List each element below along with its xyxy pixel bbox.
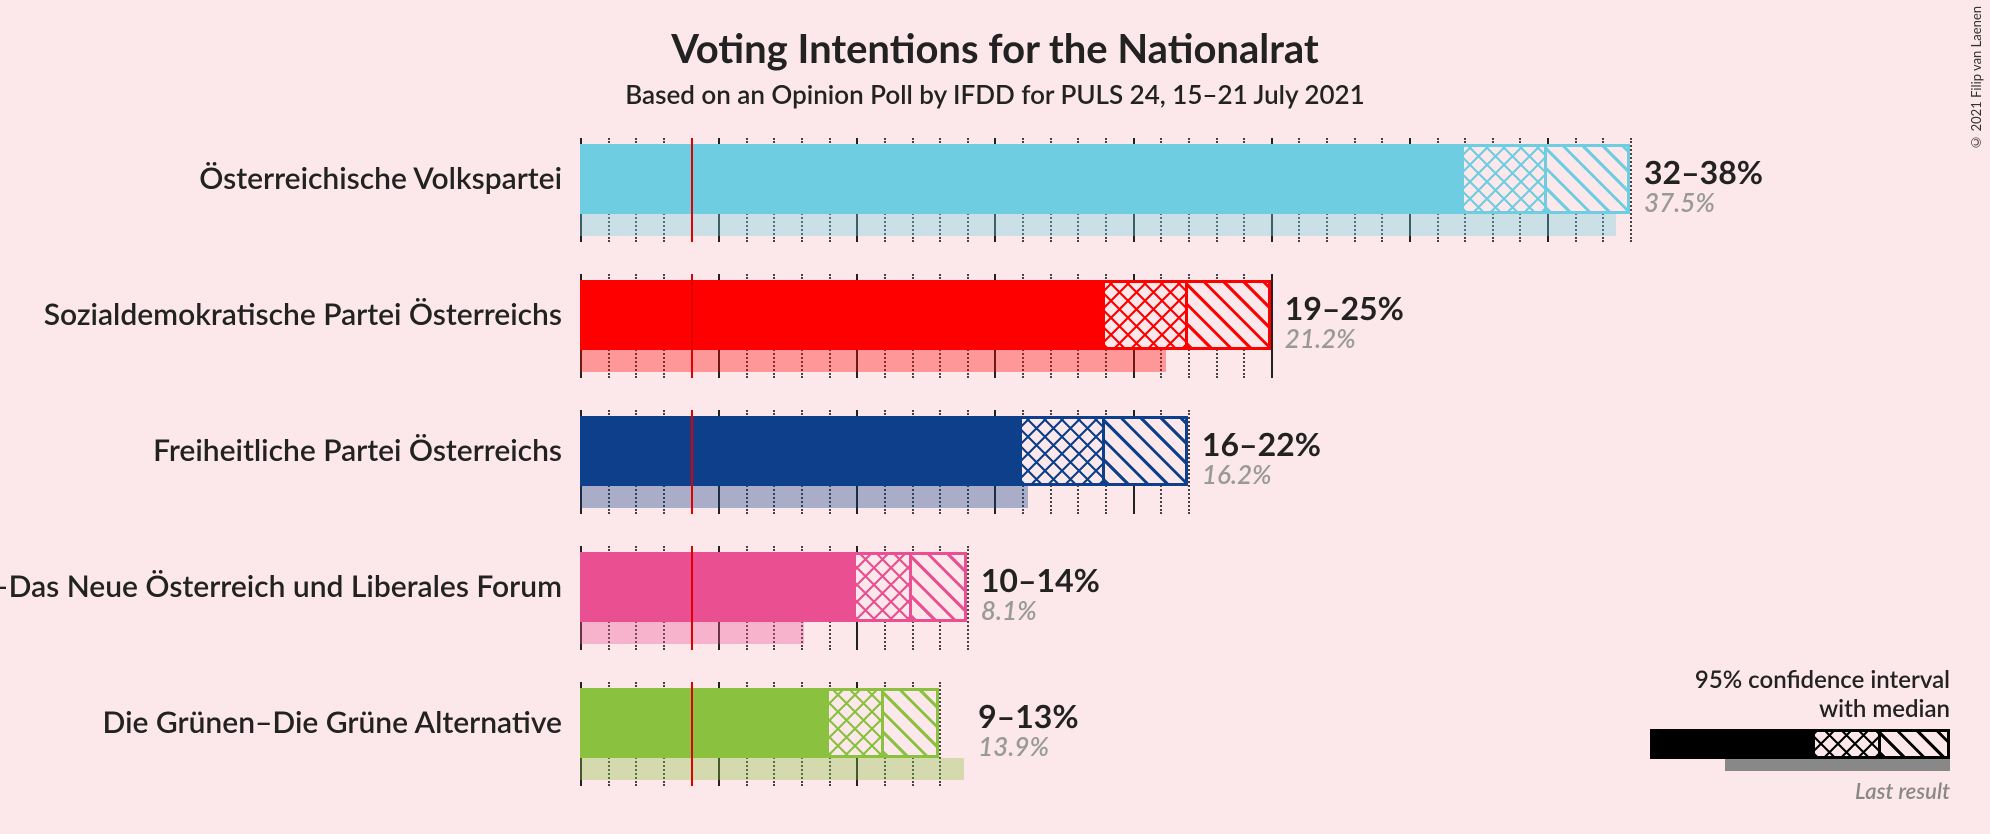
party-label: Freiheitliche Partei Österreichs	[0, 432, 562, 468]
party-label: Sozialdemokratische Partei Österreichs	[0, 296, 562, 332]
legend-ci-diagonal	[1881, 729, 1950, 759]
major-tick	[1271, 274, 1273, 378]
ci-bar-solid	[580, 280, 1105, 350]
chart-area: Österreichische Volkspartei32–38%37.5%So…	[580, 130, 1630, 810]
party-label: Österreichische Volkspartei	[0, 160, 562, 196]
legend-ci-label-2: with median	[1650, 694, 1950, 723]
legend-last-label: Last result	[1650, 777, 1950, 804]
party-row: Sozialdemokratische Partei Österreichs19…	[580, 266, 1630, 402]
party-label: Die Grünen–Die Grüne Alternative	[0, 704, 562, 740]
minor-tick	[1188, 410, 1190, 514]
last-result-label: 16.2%	[1202, 458, 1272, 490]
ci-bar-diagonal	[1188, 280, 1271, 350]
last-result-bar	[580, 486, 1028, 508]
threshold-line	[691, 410, 693, 514]
last-result-label: 21.2%	[1285, 322, 1356, 354]
party-row: Freiheitliche Partei Österreichs16–22%16…	[580, 402, 1630, 538]
threshold-line	[691, 274, 693, 378]
copyright-notice: © 2021 Filip van Laenen	[1968, 6, 1984, 151]
ci-bar-solid	[580, 688, 829, 758]
ci-bar-crosshatch	[856, 552, 911, 622]
last-result-bar	[580, 350, 1166, 372]
minor-tick	[967, 546, 969, 650]
party-row: Österreichische Volkspartei32–38%37.5%	[580, 130, 1630, 266]
legend-ci-label-1: 95% confidence interval	[1650, 665, 1950, 694]
ci-bar-crosshatch	[1464, 144, 1547, 214]
chart-title: Voting Intentions for the Nationalrat	[0, 0, 1990, 72]
threshold-line	[691, 546, 693, 650]
ci-bar-diagonal	[884, 688, 939, 758]
legend-last-bar	[1725, 759, 1950, 771]
party-label: NEOS–Das Neue Österreich und Liberales F…	[0, 568, 562, 604]
legend-bar	[1650, 729, 1950, 775]
ci-bar-crosshatch	[829, 688, 884, 758]
ci-bar-diagonal	[1547, 144, 1630, 214]
ci-bar-crosshatch	[1022, 416, 1105, 486]
minor-tick	[1630, 138, 1632, 242]
legend-ci-crosshatch	[1815, 729, 1881, 759]
chart-subtitle: Based on an Opinion Poll by IFDD for PUL…	[0, 72, 1990, 110]
party-row: Die Grünen–Die Grüne Alternative9–13%13.…	[580, 674, 1630, 810]
last-result-bar	[580, 214, 1616, 236]
last-result-bar	[580, 758, 964, 780]
ci-bar-solid	[580, 552, 856, 622]
ci-bar-diagonal	[1105, 416, 1188, 486]
threshold-line	[691, 138, 693, 242]
ci-bar-diagonal	[912, 552, 967, 622]
ci-bar-solid	[580, 416, 1022, 486]
legend: 95% confidence interval with median Last…	[1650, 665, 1950, 804]
last-result-label: 8.1%	[981, 594, 1037, 626]
ci-bar-crosshatch	[1105, 280, 1188, 350]
legend-ci-solid	[1650, 729, 1815, 759]
party-row: NEOS–Das Neue Österreich und Liberales F…	[580, 538, 1630, 674]
last-result-label: 13.9%	[978, 730, 1049, 762]
ci-bar-solid	[580, 144, 1464, 214]
last-result-label: 37.5%	[1644, 186, 1715, 218]
threshold-line	[691, 682, 693, 786]
